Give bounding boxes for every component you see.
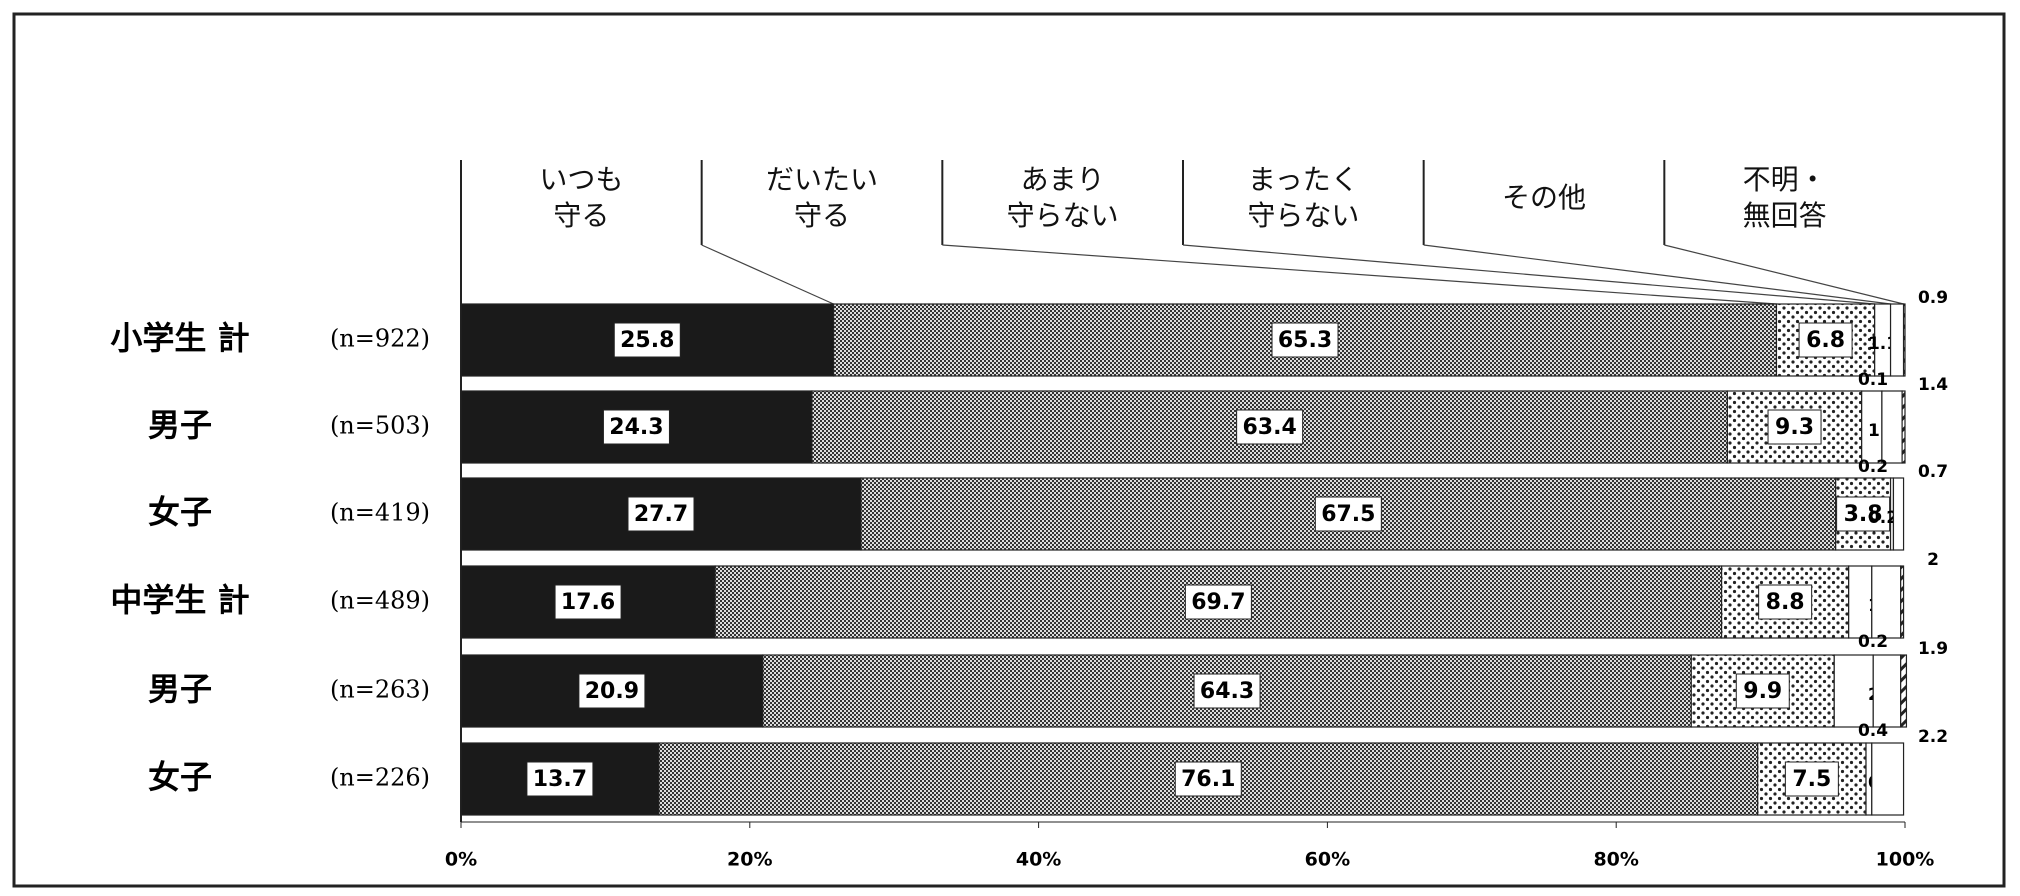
x-tick-label: 100% — [1876, 849, 1935, 871]
value-label: 67.5 — [1321, 502, 1375, 527]
x-tick-label: 80% — [1593, 849, 1638, 871]
label-box — [578, 673, 646, 709]
x-tick-label: 60% — [1305, 849, 1350, 871]
value-label: 24.3 — [609, 415, 663, 440]
category-label: 小学生 計 — [110, 319, 249, 357]
label-box — [1735, 673, 1790, 709]
bar-segment — [1871, 565, 1902, 639]
value-label: 64.3 — [1200, 679, 1254, 704]
bar-segment — [1902, 303, 1906, 377]
value-label: 1.4 — [1918, 375, 1948, 395]
value-label: 25.8 — [620, 328, 674, 353]
value-label: 8.8 — [1766, 590, 1805, 615]
bar-segment — [1901, 390, 1906, 464]
bar-segment — [658, 742, 1759, 816]
value-label: 76.1 — [1181, 767, 1235, 792]
bar-segment — [1881, 390, 1903, 464]
value-label: 9.3 — [1775, 415, 1814, 440]
category-label: 女子 — [148, 493, 212, 531]
bar-segment — [1721, 565, 1850, 639]
value-label: 2.2 — [1918, 727, 1948, 747]
n-label: (n=489) — [330, 587, 430, 615]
label-box — [1174, 761, 1242, 797]
label-box — [1236, 409, 1304, 445]
bar-segment — [1900, 565, 1905, 639]
label-box — [1758, 584, 1813, 620]
category-label: 男子 — [148, 670, 212, 708]
leader-line — [1182, 244, 1875, 305]
legend-label: だいたい 守る — [765, 163, 878, 232]
value-label: 20.9 — [585, 679, 639, 704]
n-label: (n=922) — [330, 325, 430, 353]
leader-line — [1664, 244, 1904, 305]
category-label: 女子 — [148, 758, 212, 796]
value-label: 0.4 — [1858, 721, 1888, 741]
leader-line — [1423, 244, 1891, 305]
label-box — [554, 584, 622, 620]
value-label: 13.7 — [533, 767, 587, 792]
value-label: 63.4 — [1242, 415, 1296, 440]
value-label: 1.9 — [1918, 639, 1948, 659]
leader-line — [701, 244, 834, 305]
label-box — [602, 409, 670, 445]
value-label: 3.8 — [1844, 502, 1883, 527]
value-label: 0.2 — [1858, 632, 1888, 652]
n-label: (n=263) — [330, 676, 430, 704]
leader-line — [942, 244, 1777, 305]
value-label: 27.7 — [634, 502, 688, 527]
bar-segment — [1872, 654, 1902, 728]
label-box — [1784, 761, 1839, 797]
label-box — [526, 761, 594, 797]
x-tick-label: 0% — [445, 849, 477, 871]
legend-label: その他 — [1501, 181, 1586, 214]
legend-label: あまり 守らない — [1006, 163, 1119, 232]
n-label: (n=503) — [330, 412, 430, 440]
value-label: 69.7 — [1191, 590, 1245, 615]
bar-segment — [1892, 477, 1905, 551]
label-box — [1836, 496, 1891, 532]
value-label: 0.2 — [1858, 457, 1888, 477]
legend-label: いつも 守る — [539, 163, 624, 232]
value-label: 0.2 — [1868, 508, 1898, 528]
category-label: 男子 — [148, 406, 212, 444]
label-box — [1767, 409, 1822, 445]
label-box — [1184, 584, 1252, 620]
category-label: 中学生 計 — [110, 581, 249, 619]
bar-segment — [1871, 742, 1905, 816]
value-label: 2 — [1927, 550, 1939, 570]
value-label: 0.1 — [1858, 370, 1888, 390]
value-label: 9.9 — [1743, 679, 1782, 704]
value-label: 0.7 — [1918, 462, 1948, 482]
value-label: 6.8 — [1806, 328, 1845, 353]
value-label: 7.5 — [1792, 767, 1831, 792]
bar-segment — [1900, 654, 1908, 728]
value-label: 0.9 — [1918, 288, 1948, 308]
x-tick-label: 20% — [727, 849, 772, 871]
n-label: (n=419) — [330, 499, 430, 527]
n-label: (n=226) — [330, 764, 430, 792]
legend-label: まったく 守らない — [1247, 163, 1360, 232]
value-label: 65.3 — [1278, 328, 1332, 353]
bar-segment — [1889, 303, 1905, 377]
label-box — [627, 496, 695, 532]
legend-label: 不明・ 無回答 — [1742, 163, 1827, 232]
value-label: 17.6 — [561, 590, 615, 615]
x-tick-label: 40% — [1016, 849, 1061, 871]
frame — [12, 12, 2006, 888]
bar-segment — [1726, 390, 1863, 464]
label-box — [1193, 673, 1261, 709]
label-box — [1271, 322, 1339, 358]
label-box — [613, 322, 681, 358]
label-box — [1798, 322, 1853, 358]
label-box — [1314, 496, 1382, 532]
bar-segment — [1833, 654, 1874, 728]
